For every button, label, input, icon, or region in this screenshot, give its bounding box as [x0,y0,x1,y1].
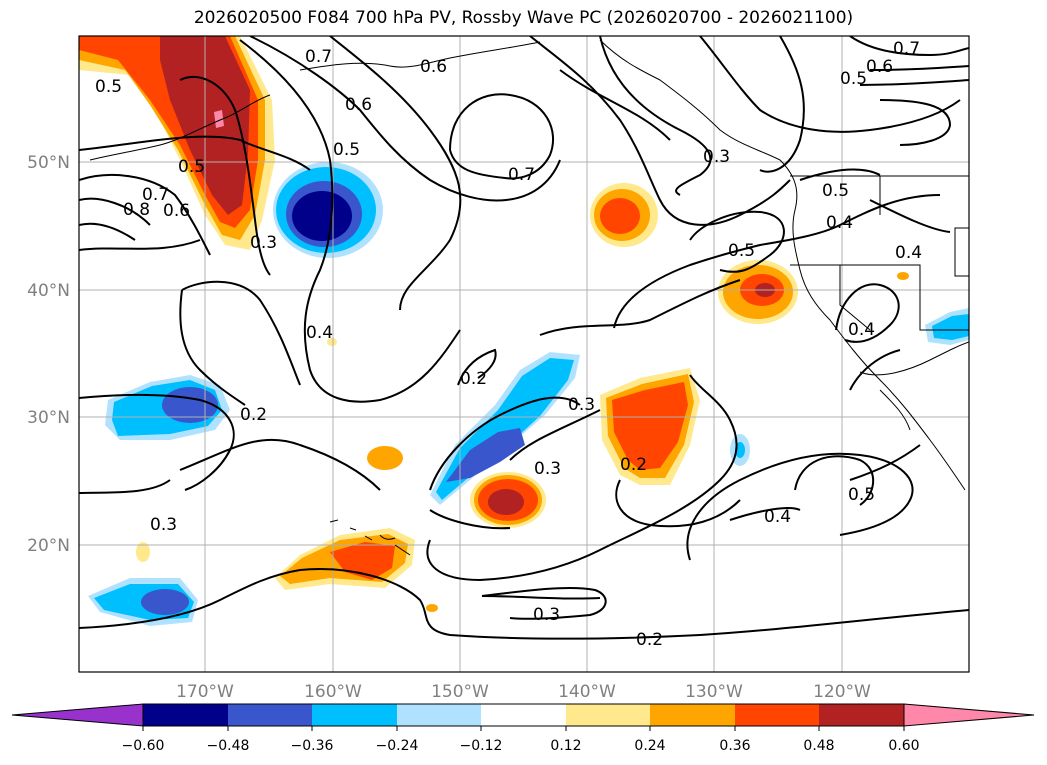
contour-label: 0.2 [460,369,487,389]
colorbar-tick-label: −0.24 [376,738,419,754]
colorbar: −0.60 −0.48 −0.36 −0.24 −0.12 0.12 0.24 … [11,703,1035,754]
contour-label: 0.3 [534,459,561,479]
contour-label: 0.7 [508,165,535,185]
anomaly-neg-m-036 [932,314,969,340]
lon-label-140w: 140°W [558,682,616,702]
lon-label-150w: 150°W [431,682,489,702]
colorbar-bin [735,704,819,726]
anomaly-neg-d-048 [446,428,525,482]
colorbar-bin [481,704,566,726]
colorbar-tick-label: 0.60 [888,738,919,754]
colorbar-tick-label: 0.48 [803,738,834,754]
colorbar-tick-label: −0.48 [207,738,250,754]
contour-label: 0.6 [345,95,372,115]
contour-label: 0.5 [822,181,849,201]
anomaly-neg-b-048 [162,387,218,423]
anomaly-pos-g-036 [600,198,640,234]
contour-label: 0.3 [150,515,177,535]
colorbar-bin [312,704,397,726]
anomaly-pos-n [897,272,909,280]
lon-label-160w: 160°W [304,682,362,702]
lat-label-20n: 20°N [27,536,70,556]
contour-label: 0.6 [866,57,893,77]
lat-labels: 50°N 40°N 30°N 20°N [27,153,70,556]
contour-label: 0.3 [568,395,595,415]
contour-label: 0.5 [178,157,205,177]
colorbar-extend-low [11,703,144,727]
colorbar-bin [397,704,481,726]
colorbar-frame [142,703,905,727]
gridlines [79,36,969,672]
contour-label: 0.7 [893,39,920,59]
colorbar-tick-label: 0.36 [719,738,750,754]
colorbar-bin [819,704,904,726]
filled-anomaly-layer [79,36,969,626]
contour-label: 0.3 [533,605,560,625]
colorbar-extend-high [903,703,1035,727]
colorbar-tick-label: −0.12 [460,738,503,754]
map-frame [78,35,970,673]
contour-label: 0.5 [333,140,360,160]
lat-label-40n: 40°N [27,281,70,301]
contour-label: 0.8 [123,200,150,220]
colorbar-tick-label: 0.24 [634,738,665,754]
contour-label: 0.4 [895,243,922,263]
colorbar-tick-label: −0.60 [122,738,165,754]
anomaly-pos-f-036 [612,382,688,470]
colorbar-tick-label: −0.36 [291,738,334,754]
colorbar-bin [650,704,735,726]
lon-label-170w: 170°W [176,682,234,702]
contour-label: 0.4 [826,213,853,233]
anomaly-pos-e-048 [488,489,524,515]
lon-labels: 170°W 160°W 150°W 140°W 130°W 120°W [176,682,871,702]
pv-contours [79,36,969,640]
contour-label: 0.2 [636,630,663,650]
anomaly-nw-060 [214,110,224,128]
contour-label: 0.5 [848,485,875,505]
contour-label: 0.2 [240,405,267,425]
anomaly-neg-a-060 [292,191,352,241]
contour-label: 0.3 [703,147,730,167]
anomaly-pos-j [367,446,403,470]
colorbar-tick-label: 0.12 [550,738,581,754]
colorbar-bin [566,704,650,726]
contour-label: 0.6 [420,57,447,77]
lon-label-120w: 120°W [813,682,871,702]
contour-label: 0.6 [163,201,190,221]
contour-label: 0.5 [95,77,122,97]
contour-label: 0.7 [142,185,169,205]
contour-label: 0.4 [764,507,791,527]
anomaly-pos-o [327,338,337,346]
coastlines [89,39,969,556]
figure-title: 2026020500 F084 700 hPa PV, Rossby Wave … [193,8,854,28]
anomaly-neg-c-048 [141,589,189,615]
anomaly-neg-l-036 [735,442,745,458]
contour-label: 0.5 [840,69,867,89]
contour-label: 0.2 [620,455,647,475]
colorbar-bin [143,704,228,726]
lon-label-130w: 130°W [685,682,743,702]
contour-label: 0.5 [728,241,755,261]
lat-label-30n: 30°N [27,408,70,428]
colorbar-bin [228,704,312,726]
contour-label: 0.4 [848,320,875,340]
contour-label: 0.7 [305,47,332,67]
anomaly-pos-k [136,542,150,562]
contour-labels: 0.7 0.6 0.5 0.6 0.7 0.3 0.7 0.6 0.5 0.5 … [95,39,922,650]
contour-label: 0.4 [306,323,333,343]
lat-label-50n: 50°N [27,153,70,173]
anomaly-pos-p [426,604,438,612]
contour-label: 0.3 [250,233,277,253]
